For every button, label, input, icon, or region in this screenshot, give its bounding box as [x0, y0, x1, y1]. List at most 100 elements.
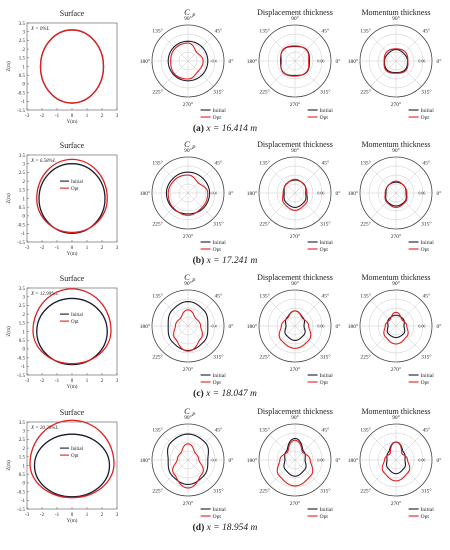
y-tick-label: -1	[21, 499, 26, 504]
polar-radial-label: 0.06	[418, 458, 425, 463]
x-tick-label: -2	[40, 246, 45, 251]
polar-spoke	[395, 167, 422, 194]
disp-title: Displacement thickness	[257, 140, 333, 149]
polar-angle-label: 180°	[140, 323, 150, 330]
polar-radial-label: -0.4	[210, 59, 216, 64]
polar-curve-initial	[385, 441, 407, 475]
polar-angle-label: 315°	[213, 353, 223, 360]
y-tick-label: 2	[23, 313, 26, 318]
polar-angle-label: 45°	[215, 427, 223, 434]
polar-angle-label: 45°	[215, 28, 223, 35]
polar-angle-label: 180°	[348, 323, 358, 330]
y-tick-label: 2	[23, 48, 26, 53]
polar-angle-label: 90°	[392, 414, 400, 421]
polar-angle-label: 180°	[247, 190, 257, 197]
polar-angle-label: 315°	[421, 353, 431, 360]
polar-angle-label: 90°	[291, 147, 299, 154]
x-tick-label: 2	[101, 379, 104, 384]
polar-angle-label: 225°	[360, 487, 370, 494]
polar-angle-label: 270°	[183, 233, 193, 240]
cp-polar-panel-c: C P90° 45° 0° 315° 270° 225° 180° 135° -0.4 Initia…	[140, 272, 234, 386]
polar-angle-label: 315°	[213, 220, 223, 227]
polar-angle-label: 0°	[229, 58, 234, 65]
polar-angle-label: 45°	[423, 160, 431, 167]
polar-curve-opt	[167, 174, 209, 216]
x-tick-label: -2	[40, 379, 45, 384]
polar-curve-initial	[167, 300, 209, 352]
x-axis-label: Y(m)	[67, 519, 78, 524]
y-tick-label: 2	[23, 447, 26, 452]
polar-spoke	[162, 300, 189, 327]
polar-angle-label: 315°	[320, 353, 330, 360]
y-tick-label: 3	[23, 163, 26, 168]
polar-angle-label: 135°	[259, 293, 269, 300]
polar-curve-initial	[283, 437, 307, 477]
polar-radial-label: -0.4	[210, 191, 216, 196]
y-tick-label: 0.5	[19, 206, 26, 211]
polar-angle-label: 135°	[360, 293, 370, 300]
caption-b: (b) x = 17.241 m	[193, 255, 258, 266]
legend-initial-label: Initial	[320, 373, 334, 379]
polar-angle-label: 90°	[184, 15, 192, 22]
legend-initial-label: Initial	[71, 180, 84, 185]
polar-radial-label: 0.06	[418, 324, 425, 329]
polar-curve-opt	[173, 309, 203, 352]
polar-spoke	[370, 300, 397, 327]
legend-initial-label: Initial	[320, 240, 334, 246]
y-axis-label: Z(m)	[7, 193, 12, 204]
x-tick-label: 1	[86, 379, 89, 384]
y-tick-label: 3	[23, 31, 26, 36]
x-tick-label: -2	[40, 114, 45, 119]
polar-curve-opt	[170, 42, 204, 80]
surface-curve-initial	[38, 163, 106, 234]
polar-angle-label: 270°	[183, 366, 193, 373]
polar-curve-opt	[384, 180, 408, 208]
y-tick-label: 1	[23, 65, 26, 70]
polar-spoke	[395, 60, 422, 87]
polar-angle-label: 270°	[391, 366, 401, 373]
polar-angle-label: 135°	[360, 427, 370, 434]
surface-curve-opt	[39, 29, 105, 104]
surface-curve-initial	[33, 433, 111, 498]
legend-opt-label: Opt	[71, 187, 79, 192]
polar-angle-label: 270°	[290, 500, 300, 507]
section-annotation: X = 6.58%L	[30, 159, 56, 164]
caption-text: x = 18.954 m	[206, 523, 258, 533]
x-axis-label: Y(m)	[67, 120, 78, 125]
legend-initial-label: Initial	[71, 313, 84, 318]
surface-curve-opt	[36, 158, 108, 234]
polar-angle-label: 270°	[290, 233, 300, 240]
polar-angle-label: 225°	[152, 88, 162, 95]
cp-title: C	[184, 139, 190, 149]
surface-title: Surface	[60, 274, 85, 283]
x-tick-label: 3	[116, 513, 119, 518]
y-tick-label: 1	[23, 330, 26, 335]
y-tick-label: -1.5	[17, 241, 25, 246]
y-tick-label: -1	[21, 365, 26, 370]
polar-spoke	[162, 434, 189, 461]
y-tick-label: 0	[23, 83, 26, 88]
x-tick-label: 0	[71, 379, 74, 384]
caption-letter: (b)	[193, 255, 207, 266]
polar-angle-label: 0°	[437, 323, 442, 330]
x-tick-label: -3	[25, 246, 30, 251]
polar-angle-label: 0°	[229, 457, 234, 464]
polar-angle-label: 135°	[152, 293, 162, 300]
polar-angle-label: 90°	[291, 280, 299, 287]
polar-angle-label: 225°	[259, 487, 269, 494]
polar-angle-label: 0°	[229, 323, 234, 330]
polar-angle-label: 45°	[322, 427, 330, 434]
x-tick-label: -1	[55, 246, 60, 251]
legend-initial-label: Initial	[213, 507, 227, 513]
polar-angle-label: 315°	[421, 88, 431, 95]
polar-angle-label: 270°	[391, 500, 401, 507]
polar-angle-label: 45°	[423, 427, 431, 434]
polar-angle-label: 45°	[215, 293, 223, 300]
polar-spoke	[269, 300, 296, 327]
polar-spoke	[395, 35, 422, 62]
polar-angle-label: 0°	[336, 457, 341, 464]
mom-title: Momentum thickness	[361, 407, 430, 416]
polar-angle-label: 90°	[291, 414, 299, 421]
